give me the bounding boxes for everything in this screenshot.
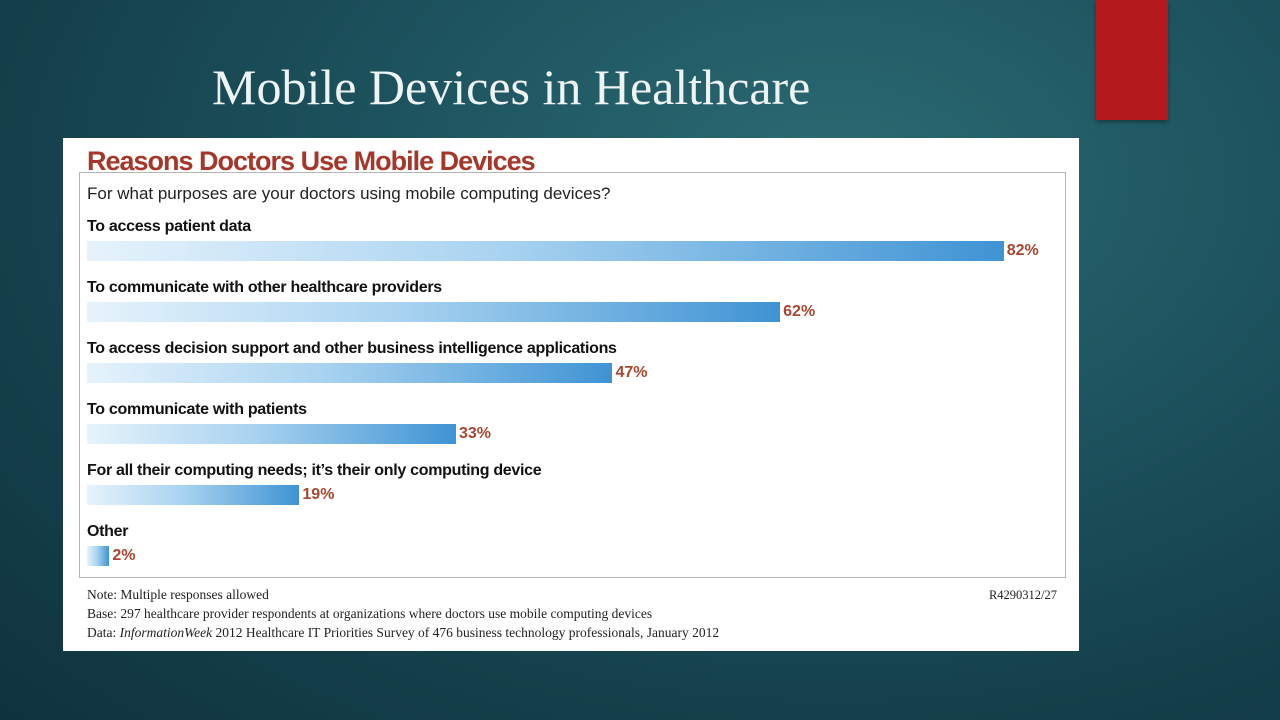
- bar: [87, 302, 781, 322]
- data-suffix: 2012 Healthcare IT Priorities Survey of …: [212, 625, 720, 640]
- bar-label: To communicate with other healthcare pro…: [87, 279, 442, 296]
- bar: [87, 241, 1004, 261]
- data-source-publication: InformationWeek: [119, 625, 213, 640]
- note-text: Note: Multiple responses allowed: [87, 587, 269, 602]
- bar-label: For all their computing needs; it’s thei…: [87, 462, 542, 479]
- bar-label: To access decision support and other bus…: [87, 340, 617, 357]
- bar-value-label: 82%: [1006, 242, 1039, 259]
- bar-value-label: 33%: [458, 425, 491, 442]
- chart-panel: Reasons Doctors Use Mobile Devices For w…: [63, 138, 1079, 651]
- data-source-text: Data: InformationWeek 2012 Healthcare IT…: [87, 625, 719, 641]
- base-text: Base: 297 healthcare provider respondent…: [87, 606, 653, 621]
- bar-value-label: 19%: [302, 486, 335, 503]
- report-code: R4290312/27: [988, 588, 1057, 602]
- chart-frame: [79, 172, 1066, 578]
- accent-bar: [1096, 0, 1168, 120]
- bar: [87, 485, 300, 505]
- slide-title: Mobile Devices in Healthcare: [212, 59, 811, 115]
- bar: [87, 546, 110, 566]
- bar-value-label: 62%: [783, 303, 816, 320]
- data-prefix: Data:: [87, 625, 120, 640]
- chart-title: Reasons Doctors Use Mobile Devices: [87, 146, 536, 176]
- bar-value-label: 2%: [112, 547, 136, 564]
- chart-subtitle: For what purposes are your doctors using…: [87, 184, 611, 203]
- bar: [87, 424, 456, 444]
- bar-label: To access patient data: [87, 218, 251, 235]
- bar-label: Other: [87, 523, 129, 540]
- bar-label: To communicate with patients: [87, 401, 307, 418]
- bar: [87, 363, 613, 383]
- bar-value-label: 47%: [615, 364, 648, 381]
